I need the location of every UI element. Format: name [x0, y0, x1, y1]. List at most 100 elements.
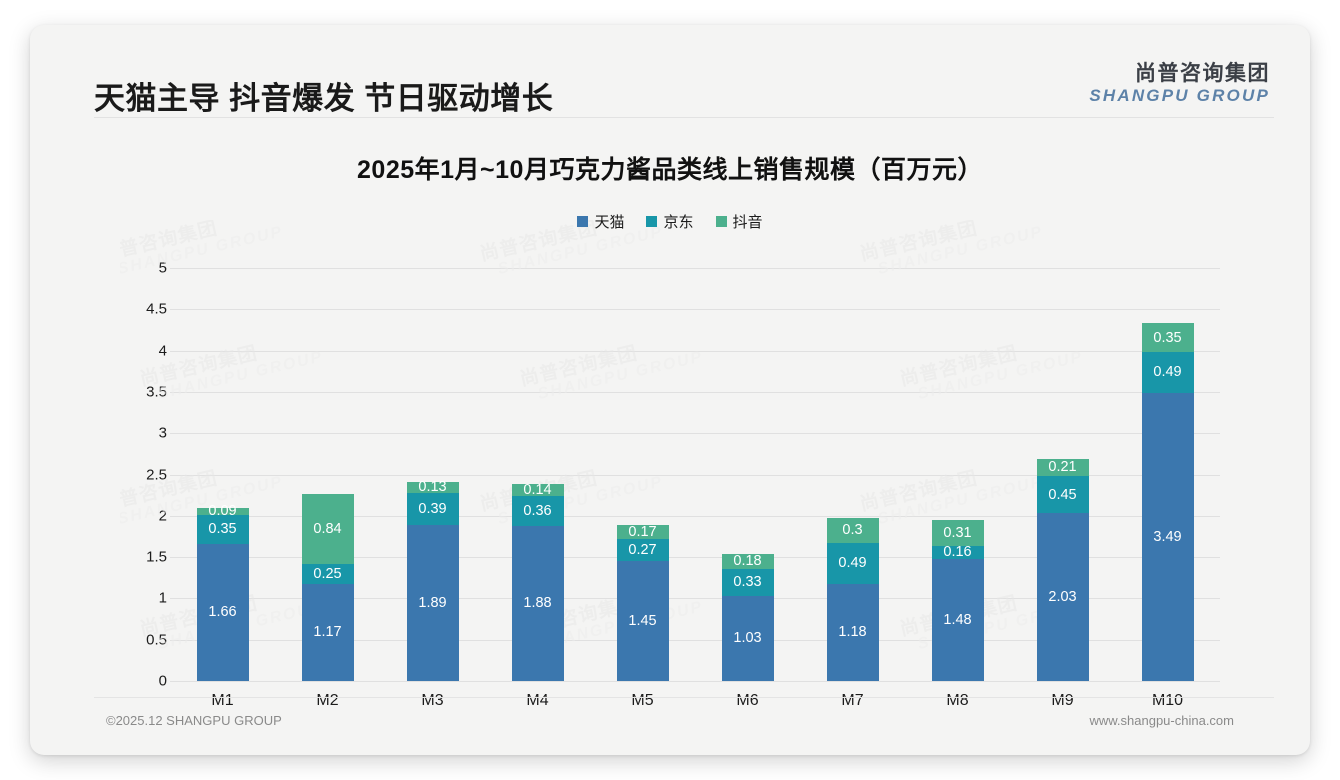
bar-segment[interactable]: 3.49: [1141, 392, 1194, 681]
bar-value-label: 0.14: [523, 481, 552, 498]
chart-bars: 1.66 0.35 0.09 1.17 0.25 0.84 1.89 0.39 0.13 1.88…: [170, 268, 1220, 681]
header-divider: [94, 117, 1274, 118]
bar-segment[interactable]: 0.09: [196, 504, 249, 518]
bar-segment[interactable]: 0.39: [406, 492, 459, 525]
bar-value-label: 1.48: [943, 611, 972, 628]
gridline: [170, 639, 1220, 641]
footer-divider: [94, 697, 1274, 698]
bar-value-label: 2.03: [1048, 588, 1077, 605]
bar-value-label: 0.35: [208, 521, 237, 538]
bar-segment[interactable]: 1.48: [931, 558, 984, 681]
legend-item-天猫[interactable]: 天猫: [577, 211, 624, 232]
bar-value-label: 0.13: [418, 479, 447, 496]
bar-segment[interactable]: 0.49: [1141, 352, 1194, 393]
chart-legend: 天猫 京东 抖音: [30, 211, 1310, 232]
bar-segment[interactable]: 0.35: [196, 514, 249, 544]
bar-segment[interactable]: 0.14: [511, 481, 564, 498]
bar-value-label: 3.49: [1153, 528, 1182, 545]
y-axis-tick-label: 3: [158, 424, 167, 442]
bar-segment[interactable]: 1.03: [721, 595, 774, 681]
bar-value-label: 0.84: [313, 520, 342, 537]
bar-segment[interactable]: 0.3: [826, 518, 879, 544]
bar-segment[interactable]: 0.49: [826, 543, 879, 584]
slide-card: 天猫主导 抖音爆发 节日驱动增长 尚普咨询集团 SHANGPU GROUP 20…: [30, 25, 1310, 755]
bar-segment[interactable]: 0.33: [721, 568, 774, 596]
bar-segment[interactable]: 2.03: [1036, 513, 1089, 681]
bar-segment[interactable]: 0.27: [616, 538, 669, 562]
x-axis-tick-label: M7: [841, 692, 864, 709]
legend-item-京东[interactable]: 京东: [646, 211, 694, 232]
brand-logo-cn: 尚普咨询集团: [1135, 62, 1270, 85]
y-axis-tick-label: 4: [158, 342, 167, 360]
y-axis-tick-label: 1: [158, 589, 167, 607]
footer-website[interactable]: www.shangpu-china.com: [1089, 713, 1234, 728]
bar-value-label: 0.17: [628, 523, 657, 540]
bar-group[interactable]: 1.17 0.25 0.84: [301, 494, 354, 681]
bar-segment[interactable]: 0.18: [721, 553, 774, 569]
bar-value-label: 1.89: [418, 594, 447, 611]
bar-segment[interactable]: 1.89: [406, 524, 459, 681]
bar-segment[interactable]: 0.16: [931, 543, 984, 560]
bar-segment[interactable]: 1.66: [196, 543, 249, 681]
y-axis-tick-label: 0.5: [146, 631, 167, 649]
legend-item-抖音[interactable]: 抖音: [715, 211, 763, 232]
bar-value-label: 0.18: [733, 553, 762, 569]
bar-segment[interactable]: 0.25: [301, 563, 354, 585]
bar-value-label: 0.27: [628, 541, 657, 558]
chart-title: 2025年1月~10月巧克力酱品类线上销售规模（百万元）: [357, 156, 983, 184]
bar-value-label: 0.09: [208, 503, 237, 520]
legend-item-label: 天猫: [594, 214, 625, 231]
y-axis-tick-label: 5: [158, 259, 167, 277]
bar-segment[interactable]: 1.45: [616, 561, 669, 681]
bar-segment[interactable]: 0.13: [406, 479, 459, 496]
bar-segment[interactable]: 1.17: [301, 584, 354, 681]
x-axis-tick-label: M3: [421, 692, 444, 709]
y-axis-tick-label: 0: [158, 672, 167, 690]
bar-value-label: 0.45: [1048, 486, 1077, 503]
bar-segment[interactable]: 0.17: [616, 523, 669, 540]
bar-value-label: 0.33: [733, 574, 762, 591]
bar-value-label: 1.66: [208, 604, 237, 621]
x-axis-tick-label: M4: [526, 692, 549, 709]
bar-group[interactable]: 1.48 0.16 0.31: [931, 519, 984, 681]
gridline: [170, 474, 1220, 476]
bar-value-label: 0.35: [1153, 329, 1182, 346]
bar-segment[interactable]: 0.21: [1036, 458, 1089, 477]
bar-value-label: 0.49: [838, 555, 867, 572]
footer-copyright: ©2025.12 SHANGPU GROUP: [106, 713, 282, 728]
bar-segment[interactable]: 1.18: [826, 583, 879, 681]
legend-swatch-icon: [577, 216, 589, 227]
bar-group[interactable]: 1.18 0.49 0.3: [826, 518, 879, 681]
x-axis-tick-label: M9: [1051, 692, 1074, 709]
bar-group[interactable]: 1.66 0.35 0.09: [196, 504, 249, 681]
bar-segment[interactable]: 0.31: [931, 519, 984, 546]
x-axis-tick-label: M6: [736, 692, 759, 709]
bar-segment[interactable]: 0.35: [1141, 323, 1194, 353]
gridline: [170, 433, 1220, 435]
bar-value-label: 0.25: [313, 565, 342, 582]
bar-group[interactable]: 3.49 0.49 0.35: [1141, 323, 1194, 681]
bar-segment[interactable]: 0.84: [301, 494, 354, 564]
bar-segment[interactable]: 1.88: [511, 525, 564, 681]
bar-value-label: 0.39: [418, 500, 447, 517]
chart-plot-wrap: 0 0.5 1 1.5 2 2.5 3 3.5 4 4.5 5 1.66 0.35 0.09 1.17 0.…: [30, 240, 1310, 710]
brand-logo: 尚普咨询集团 SHANGPU GROUP: [1089, 62, 1270, 105]
chart-plot-area: 0 0.5 1 1.5 2 2.5 3 3.5 4 4.5 5 1.66 0.35 0.09 1.17 0.…: [146, 260, 1220, 709]
bar-group[interactable]: 1.03 0.33 0.18: [721, 553, 774, 681]
x-axis-tick-label: M1: [211, 692, 234, 709]
gridline: [170, 309, 1220, 311]
bar-segment[interactable]: 0.45: [1036, 476, 1089, 514]
y-axis-tick-label: 1.5: [146, 548, 167, 566]
bar-group[interactable]: 1.45 0.27 0.17: [616, 523, 669, 681]
bar-value-label: 0.31: [943, 524, 972, 541]
bar-value-label: 1.45: [628, 612, 657, 629]
x-axis-tick-label: M2: [316, 692, 339, 709]
bar-group[interactable]: 1.89 0.39 0.13: [406, 479, 459, 681]
gridline: [170, 598, 1220, 600]
bar-group[interactable]: 1.88 0.36 0.14: [511, 481, 564, 681]
bar-group[interactable]: 2.03 0.45 0.21: [1036, 458, 1089, 681]
legend-item-label: 京东: [663, 214, 694, 231]
bar-segment[interactable]: 0.36: [511, 495, 564, 526]
gridline: [170, 268, 1220, 269]
bar-value-label: 0.16: [943, 543, 972, 560]
